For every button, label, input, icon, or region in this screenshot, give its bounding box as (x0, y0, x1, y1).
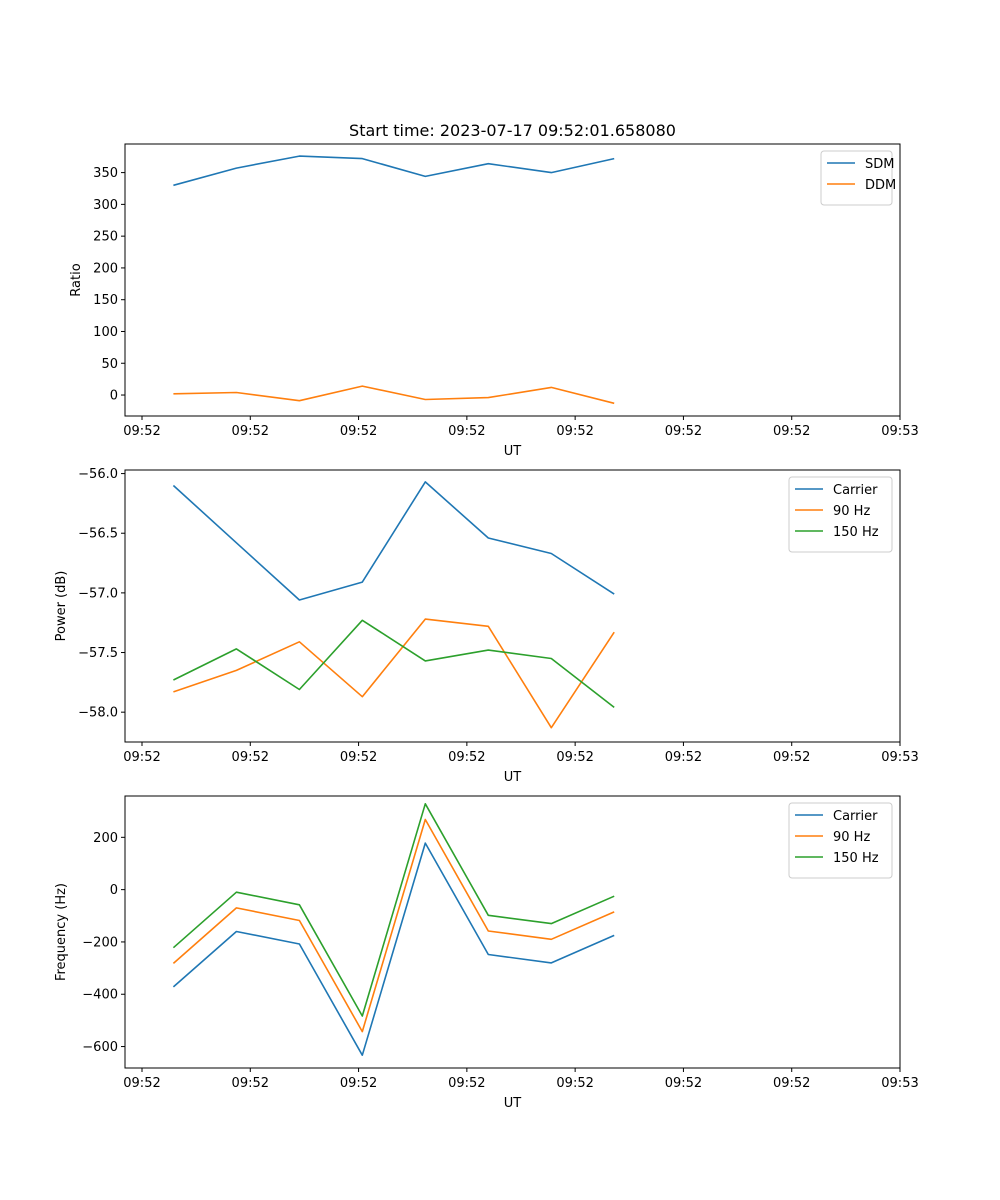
power-series-90-hz (173, 618, 615, 729)
power-y-tick-label: −57.0 (78, 586, 118, 601)
power-series-150-hz (173, 619, 615, 709)
frequency-y-axis-label: Frequency (Hz) (54, 883, 69, 981)
frequency-x-tick-label: 09:52 (123, 1076, 160, 1091)
ratio-x-axis-label: UT (504, 444, 522, 459)
ratio-y-tick-label: 0 (110, 389, 118, 404)
frequency-series-90-hz (172, 818, 615, 1033)
frequency-panel: 09:52 09:52 09:52 09:52 09:52 09:52 09:52 09:53… (54, 795, 919, 1111)
ratio-legend-box (820, 150, 893, 206)
figure-title: Start time: 2023-07-17 09:52:01.658080 (349, 121, 676, 140)
ratio-x-tick-label: 09:52 (232, 424, 269, 439)
power-x-tick-label: 09:52 (123, 750, 160, 765)
frequency-x-tick-label: 09:52 (448, 1076, 485, 1091)
frequency-series-carrier (172, 842, 615, 1056)
power-y-tick-label: −56.0 (78, 467, 118, 482)
ratio-y-tick-label: 300 (93, 198, 118, 213)
ratio-y-tick-label: 200 (93, 261, 118, 276)
ratio-y-tick-label: 50 (101, 357, 118, 372)
frequency-x-tick-label: 09:52 (232, 1076, 269, 1091)
ratio-legend-label: DDM (865, 178, 896, 193)
frequency-y-tick-label: −200 (82, 935, 118, 950)
frequency-x-tick-label: 09:52 (556, 1076, 593, 1091)
ratio-y-axis-label: Ratio (69, 263, 84, 296)
ratio-y-tick-label: 100 (93, 325, 118, 340)
power-x-tick-label: 09:53 (881, 750, 918, 765)
frequency-legend-box (788, 802, 893, 879)
power-y-axis-label: Power (dB) (54, 571, 69, 642)
power-legend-box (788, 476, 893, 553)
power-x-axis-label: UT (504, 770, 522, 785)
ratio-series-sdm (173, 155, 615, 187)
power-x-tick-label: 09:52 (556, 750, 593, 765)
ratio-legend: SDM DDM (820, 150, 896, 206)
frequency-x-axis-label: UT (504, 1096, 522, 1111)
ratio-x-tick-label: 09:52 (123, 424, 160, 439)
frequency-axes-frame (124, 795, 901, 1069)
frequency-series-150-hz (172, 802, 615, 1017)
ratio-series-ddm (173, 385, 615, 405)
ratio-y-tick-label: 150 (93, 293, 118, 308)
ratio-x-tick-label: 09:52 (340, 424, 377, 439)
power-legend-label: 150 Hz (833, 525, 879, 540)
frequency-x-tick-label: 09:52 (340, 1076, 377, 1091)
ratio-x-tick-label: 09:52 (773, 424, 810, 439)
frequency-legend: Carrier 90 Hz 150 Hz (788, 802, 893, 879)
frequency-x-tick-label: 09:52 (665, 1076, 702, 1091)
ratio-x-tick-label: 09:52 (665, 424, 702, 439)
frequency-legend-label: Carrier (833, 809, 878, 824)
power-y-tick-label: −56.5 (78, 527, 118, 542)
frequency-legend-label: 90 Hz (833, 830, 870, 845)
power-y-tick-label: −57.5 (78, 646, 118, 661)
power-legend: Carrier 90 Hz 150 Hz (788, 476, 893, 553)
ratio-y-tick-label: 250 (93, 230, 118, 245)
panels: 09:52 09:52 09:52 09:52 09:52 09:52 09:52 09:53… (54, 143, 919, 1111)
power-x-tick-label: 09:52 (773, 750, 810, 765)
ratio-x-tick-label: 09:52 (556, 424, 593, 439)
frequency-x-tick-label: 09:53 (881, 1076, 918, 1091)
ratio-axes-frame (124, 143, 901, 417)
ratio-legend-label: SDM (865, 157, 894, 172)
power-x-tick-label: 09:52 (448, 750, 485, 765)
power-x-tick-label: 09:52 (340, 750, 377, 765)
power-x-tick-label: 09:52 (232, 750, 269, 765)
power-legend-label: 90 Hz (833, 504, 870, 519)
power-panel: 09:52 09:52 09:52 09:52 09:52 09:52 09:52 09:53… (54, 467, 919, 785)
ratio-panel: 09:52 09:52 09:52 09:52 09:52 09:52 09:52 09:53… (69, 143, 919, 459)
power-x-tick-label: 09:52 (665, 750, 702, 765)
frequency-y-tick-label: −400 (82, 988, 118, 1003)
frequency-y-tick-label: −600 (82, 1040, 118, 1055)
power-series-carrier (172, 481, 615, 601)
ratio-y-tick-label: 350 (93, 166, 118, 181)
frequency-y-tick-label: 0 (110, 883, 118, 898)
power-axes-frame (124, 469, 901, 743)
ratio-x-tick-label: 09:52 (448, 424, 485, 439)
frequency-x-tick-label: 09:52 (773, 1076, 810, 1091)
frequency-y-tick-label: 200 (93, 831, 118, 846)
power-y-tick-label: −58.0 (78, 706, 118, 721)
ratio-x-tick-label: 09:53 (881, 424, 918, 439)
frequency-legend-label: 150 Hz (833, 851, 879, 866)
power-legend-label: Carrier (833, 483, 878, 498)
